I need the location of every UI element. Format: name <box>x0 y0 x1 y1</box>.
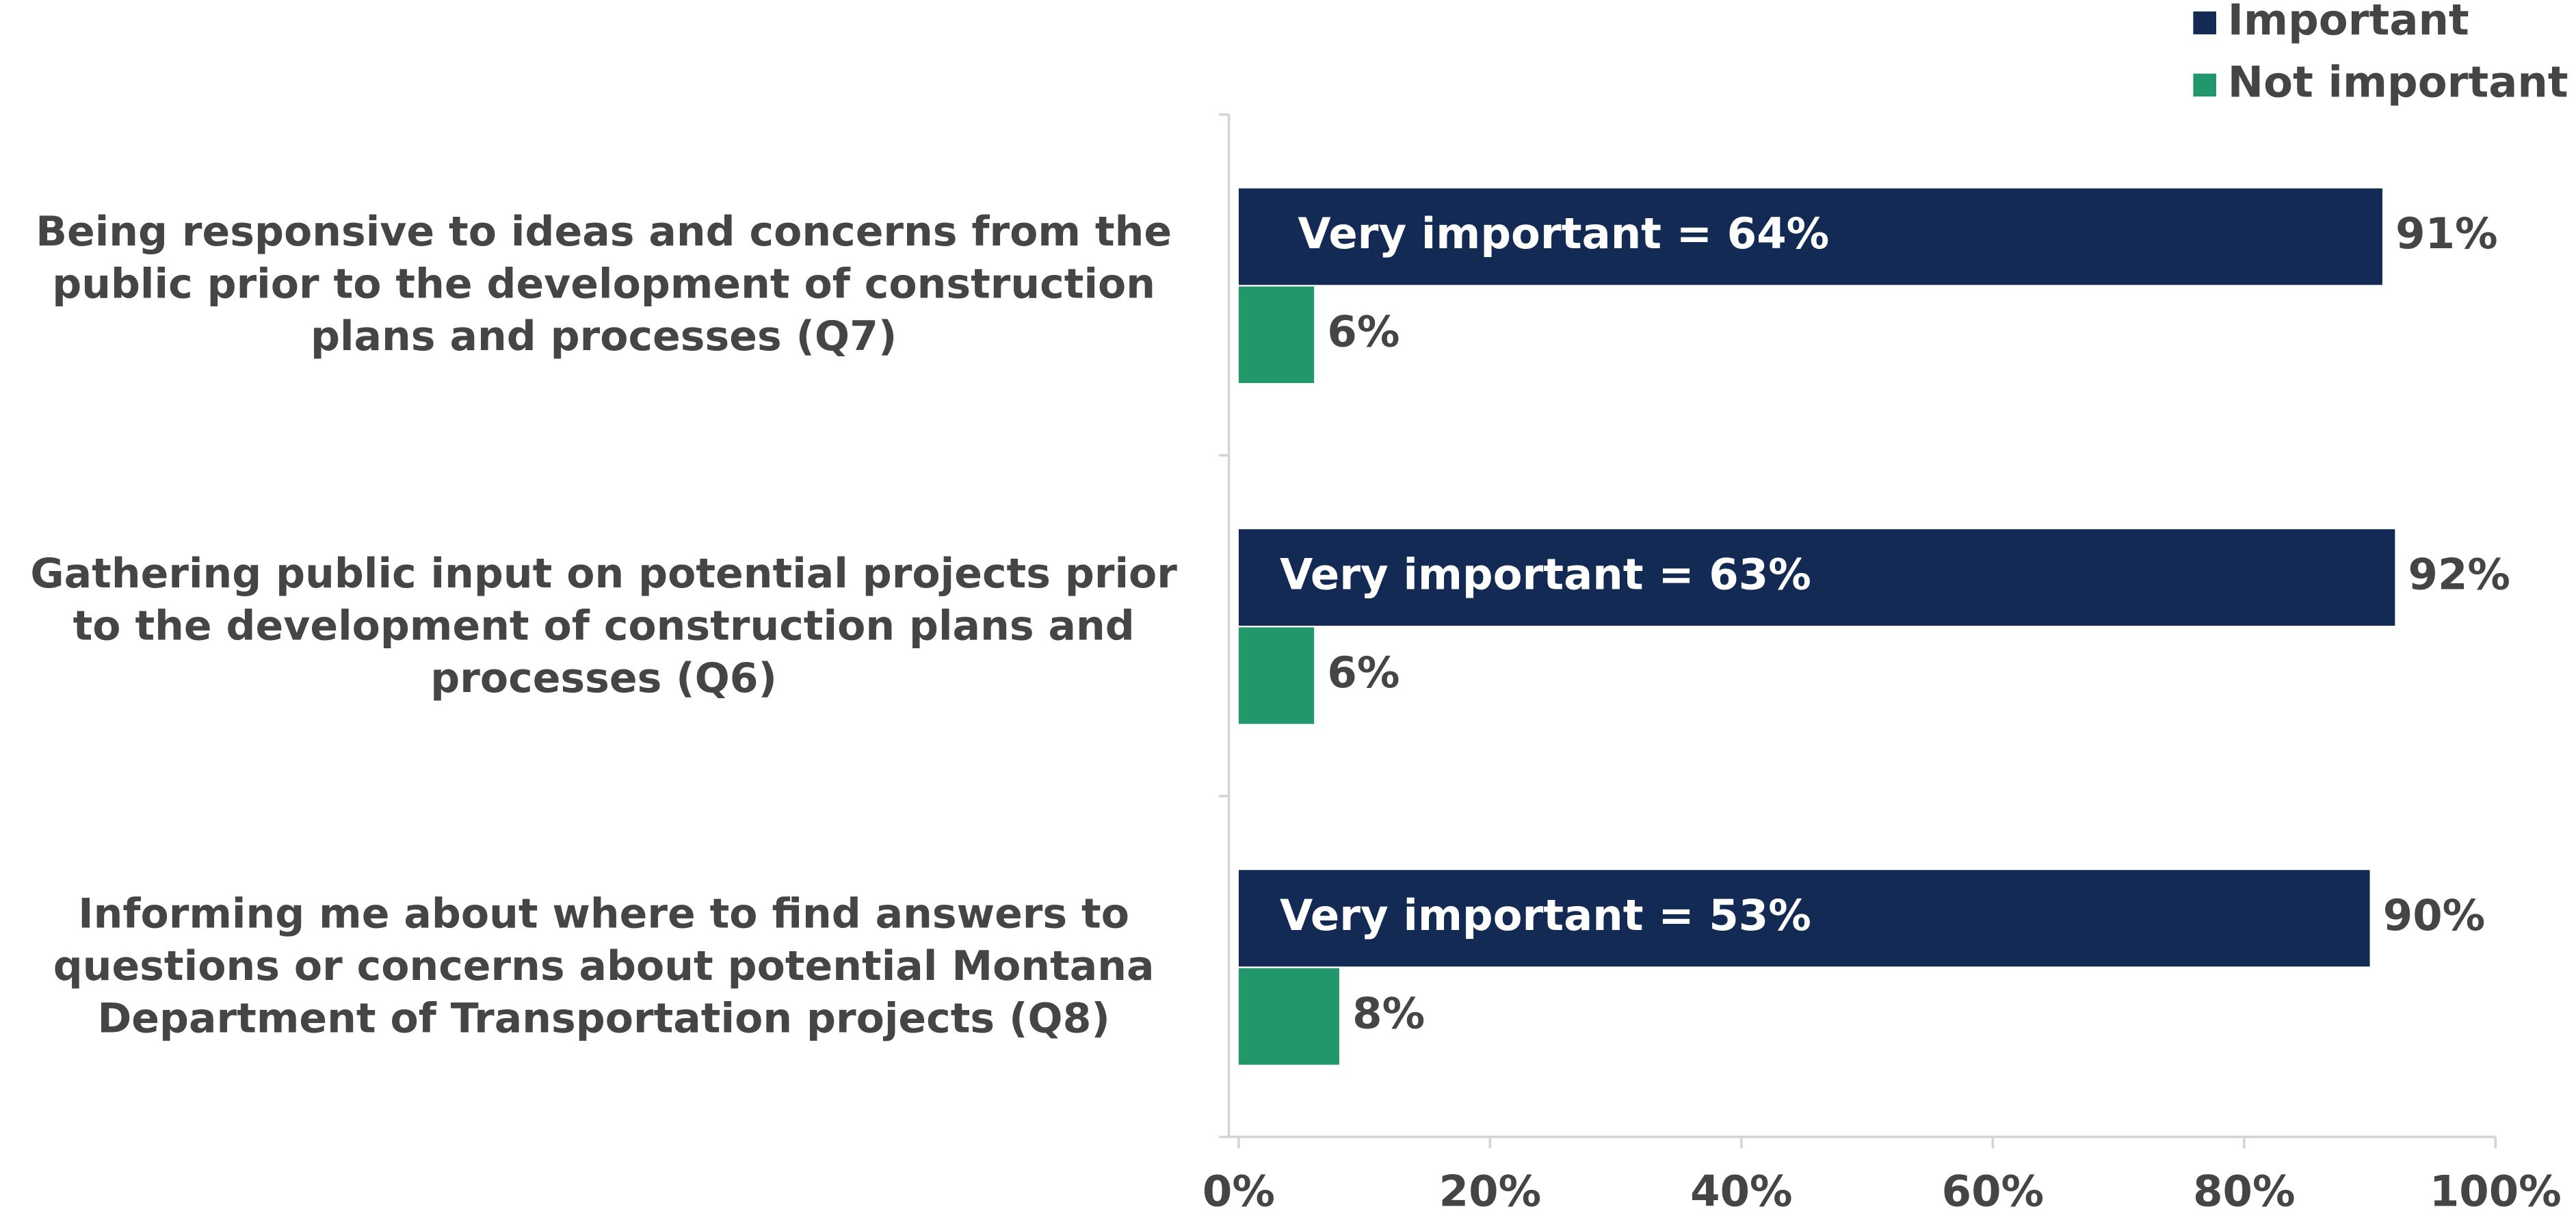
value-label: 91% <box>2395 209 2497 258</box>
bar <box>1238 188 2382 285</box>
value-label: 90% <box>2383 890 2485 940</box>
x-tick-label: 60% <box>1942 1166 2044 1216</box>
legend-swatch <box>2193 73 2217 97</box>
annotation: Very important = 63% <box>1280 550 1811 600</box>
x-tick-label: 20% <box>1439 1166 1541 1216</box>
legend-label: Important <box>2228 0 2469 45</box>
bar <box>1238 287 1315 384</box>
legend-label: Not important <box>2228 57 2568 107</box>
bar <box>1238 968 1339 1065</box>
value-label: 92% <box>2408 550 2510 600</box>
bar <box>1238 529 2395 626</box>
category-label: Gathering public input on potential proj… <box>30 548 1177 702</box>
category-label-box: Being responsive to ideas and concerns f… <box>36 208 1172 360</box>
x-tick-label: 100% <box>2430 1166 2562 1216</box>
value-label: 8% <box>1352 989 1425 1039</box>
value-label: 6% <box>1327 307 1399 357</box>
category-label: Informing me about where to find answers… <box>53 889 1155 1042</box>
x-tick-label: 80% <box>2193 1166 2295 1216</box>
annotation: Very important = 64% <box>1298 209 1829 258</box>
bar <box>1238 627 1315 724</box>
category-label-box: Gathering public input on potential proj… <box>30 548 1177 702</box>
annotation: Very important = 53% <box>1280 890 1811 940</box>
category-label-box: Informing me about where to find answers… <box>53 889 1155 1042</box>
value-label: 6% <box>1327 648 1399 698</box>
legend-swatch <box>2193 11 2217 35</box>
bar <box>1238 870 2370 967</box>
x-tick-label: 0% <box>1202 1166 1275 1216</box>
category-label: Being responsive to ideas and concerns f… <box>36 208 1172 360</box>
x-tick-label: 40% <box>1690 1166 1792 1216</box>
